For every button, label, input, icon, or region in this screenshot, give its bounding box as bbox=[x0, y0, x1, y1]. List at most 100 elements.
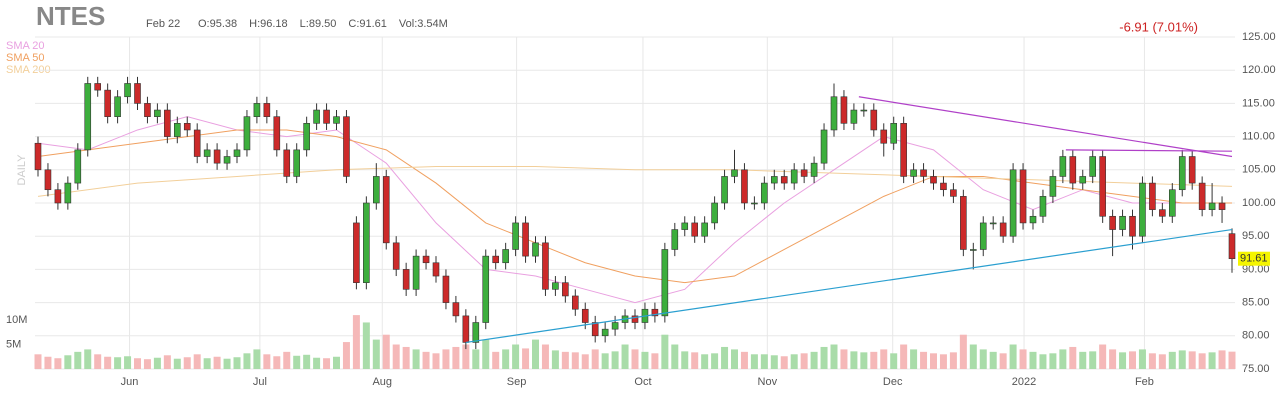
candle-body bbox=[721, 176, 728, 204]
candle-body bbox=[960, 196, 967, 250]
volume-bar bbox=[323, 358, 331, 369]
volume-bar bbox=[34, 354, 42, 369]
candle-body bbox=[581, 308, 589, 323]
x-tick-label: Sep bbox=[507, 376, 527, 388]
volume-bar bbox=[731, 349, 738, 369]
candle-body bbox=[880, 129, 888, 144]
volume-bar bbox=[1178, 350, 1186, 369]
candle-body bbox=[462, 315, 470, 343]
candle-body bbox=[840, 96, 848, 124]
volume-bar bbox=[313, 357, 321, 369]
volume-bar bbox=[800, 353, 808, 369]
volume-bar bbox=[64, 355, 72, 369]
volume-bar bbox=[1119, 352, 1127, 369]
volume-bar bbox=[760, 354, 768, 369]
volume-bar bbox=[1099, 344, 1107, 369]
volume-bar bbox=[890, 353, 898, 369]
candle-body bbox=[711, 202, 718, 224]
candle-body bbox=[940, 182, 947, 191]
volume-bar bbox=[522, 348, 530, 369]
volume-bar bbox=[163, 355, 171, 369]
ohlc-text: O:95.38 bbox=[198, 18, 237, 30]
candle-body bbox=[183, 123, 191, 131]
volume-bar bbox=[422, 351, 430, 369]
volume-bar bbox=[134, 358, 141, 369]
volume-bar bbox=[1158, 354, 1166, 369]
x-tick-label: Nov bbox=[758, 376, 778, 388]
volume-bar bbox=[333, 356, 340, 369]
candle-body bbox=[472, 322, 480, 343]
volume-bar bbox=[213, 356, 221, 369]
candle-body bbox=[144, 103, 151, 117]
candle-body bbox=[154, 109, 161, 117]
candle-body bbox=[522, 222, 529, 257]
candle-body bbox=[203, 149, 211, 157]
candle-body bbox=[701, 222, 708, 237]
candle-body bbox=[989, 222, 997, 225]
candle-body bbox=[1169, 189, 1176, 217]
volume-bar bbox=[910, 349, 918, 369]
volume-bar bbox=[1109, 349, 1117, 369]
candle-body bbox=[631, 315, 639, 323]
trendline bbox=[858, 96, 1233, 158]
candle-body bbox=[124, 83, 131, 98]
volume-bar bbox=[352, 315, 360, 369]
volume-bar bbox=[243, 353, 251, 369]
volume-bar bbox=[382, 334, 390, 369]
volume-bar bbox=[939, 354, 947, 369]
volume-bar bbox=[551, 350, 559, 369]
volume-bar bbox=[721, 346, 729, 369]
volume-bar bbox=[273, 356, 281, 369]
candle-body bbox=[1039, 196, 1047, 217]
y-tick-label: 95.00 bbox=[1242, 230, 1270, 242]
candle-body bbox=[233, 149, 241, 157]
candle-body bbox=[810, 162, 818, 177]
volume-bar bbox=[681, 351, 689, 369]
candle-body bbox=[1149, 182, 1156, 210]
candle-body bbox=[382, 176, 390, 244]
volume-bar bbox=[750, 354, 758, 369]
y-tick-label: 125.00 bbox=[1242, 31, 1276, 43]
candle-body bbox=[94, 83, 101, 91]
volume-bar bbox=[1039, 354, 1047, 369]
x-tick-label: Jul bbox=[253, 376, 267, 388]
volume-bar bbox=[54, 358, 62, 369]
candle-body bbox=[1089, 156, 1096, 177]
candle-body bbox=[860, 109, 868, 112]
y-tick-label: 120.00 bbox=[1242, 64, 1276, 76]
volume-bar bbox=[949, 352, 957, 369]
candle-body bbox=[313, 109, 320, 124]
candle-body bbox=[84, 83, 92, 151]
price-label: 91.61 bbox=[1240, 253, 1268, 265]
candle-body bbox=[223, 156, 231, 164]
candle-body bbox=[164, 109, 171, 137]
candle-body bbox=[1069, 156, 1077, 184]
volume-bar bbox=[1019, 349, 1027, 369]
trendline bbox=[465, 228, 1233, 344]
candle-body bbox=[999, 222, 1007, 237]
volume-bar bbox=[402, 346, 410, 369]
volume-bar bbox=[900, 344, 908, 369]
candle-body bbox=[422, 255, 430, 264]
volume-bar bbox=[830, 344, 838, 369]
volume-bar bbox=[1049, 353, 1057, 369]
volume-bar bbox=[770, 355, 778, 369]
sma-line bbox=[37, 165, 1233, 197]
price-label-bg bbox=[1238, 251, 1270, 266]
candle-body bbox=[293, 149, 301, 177]
candle-body bbox=[1049, 176, 1057, 197]
volume-bar bbox=[561, 351, 569, 369]
volume-bar bbox=[611, 351, 619, 369]
volume-bar bbox=[223, 358, 231, 369]
volume-bar bbox=[183, 357, 191, 369]
volume-bar bbox=[253, 349, 261, 369]
volume-bar bbox=[1059, 349, 1067, 369]
x-tick-label: 2022 bbox=[1012, 376, 1036, 388]
candle-body bbox=[1059, 156, 1067, 177]
volume-bar bbox=[143, 359, 151, 369]
y-tick-label: 85.00 bbox=[1242, 297, 1270, 309]
y-tick-label: 105.00 bbox=[1242, 164, 1276, 176]
y-tick-label: 110.00 bbox=[1242, 131, 1275, 143]
candle-body bbox=[1019, 169, 1027, 224]
volume-bar bbox=[541, 344, 549, 369]
